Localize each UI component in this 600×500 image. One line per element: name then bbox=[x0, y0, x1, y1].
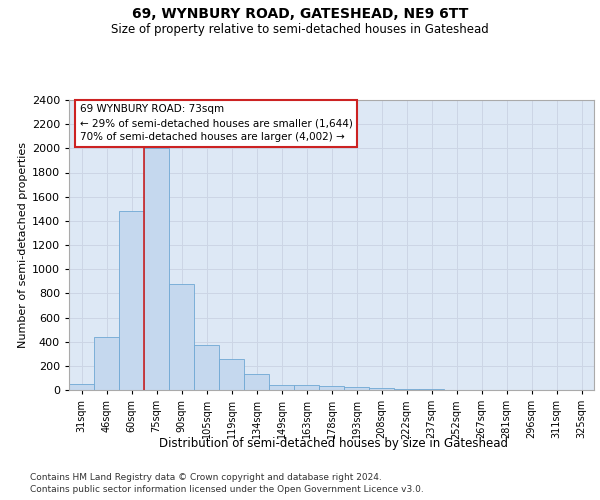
Text: Size of property relative to semi-detached houses in Gateshead: Size of property relative to semi-detach… bbox=[111, 22, 489, 36]
Text: 69 WYNBURY ROAD: 73sqm
← 29% of semi-detached houses are smaller (1,644)
70% of : 69 WYNBURY ROAD: 73sqm ← 29% of semi-det… bbox=[79, 104, 352, 142]
Bar bbox=[94, 337, 119, 390]
Bar bbox=[194, 344, 219, 390]
Bar bbox=[369, 388, 394, 390]
Bar bbox=[294, 384, 319, 390]
Bar bbox=[344, 387, 369, 390]
Bar bbox=[394, 389, 419, 390]
Y-axis label: Number of semi-detached properties: Number of semi-detached properties bbox=[17, 142, 28, 348]
Text: Contains public sector information licensed under the Open Government Licence v3: Contains public sector information licen… bbox=[30, 485, 424, 494]
Text: Contains HM Land Registry data © Crown copyright and database right 2024.: Contains HM Land Registry data © Crown c… bbox=[30, 472, 382, 482]
Bar bbox=[244, 374, 269, 390]
Bar bbox=[269, 384, 294, 390]
Bar bbox=[169, 284, 194, 390]
Bar bbox=[319, 386, 344, 390]
Bar bbox=[69, 384, 94, 390]
Bar bbox=[219, 358, 244, 390]
Text: 69, WYNBURY ROAD, GATESHEAD, NE9 6TT: 69, WYNBURY ROAD, GATESHEAD, NE9 6TT bbox=[132, 8, 468, 22]
Text: Distribution of semi-detached houses by size in Gateshead: Distribution of semi-detached houses by … bbox=[158, 438, 508, 450]
Bar bbox=[119, 211, 144, 390]
Bar bbox=[144, 148, 169, 390]
